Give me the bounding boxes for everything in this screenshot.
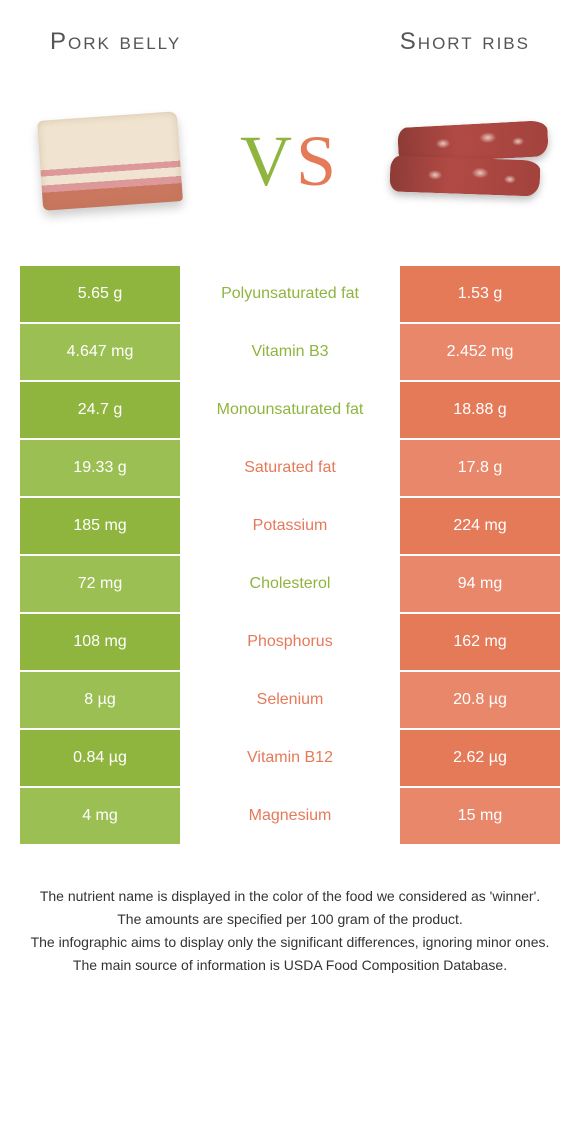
table-row: 8 µgSelenium20.8 µg bbox=[20, 672, 560, 728]
right-value: 162 mg bbox=[400, 614, 560, 670]
right-value: 224 mg bbox=[400, 498, 560, 554]
nutrient-label: Selenium bbox=[180, 672, 400, 728]
short-ribs-icon bbox=[390, 124, 550, 204]
nutrient-label: Monounsaturated fat bbox=[180, 382, 400, 438]
right-value: 15 mg bbox=[400, 788, 560, 844]
nutrient-label: Cholesterol bbox=[180, 556, 400, 612]
left-value: 4.647 mg bbox=[20, 324, 180, 380]
left-value: 19.33 g bbox=[20, 440, 180, 496]
nutrient-label: Saturated fat bbox=[180, 440, 400, 496]
footer-line: The main source of information is USDA F… bbox=[30, 955, 550, 976]
right-value: 94 mg bbox=[400, 556, 560, 612]
left-value: 108 mg bbox=[20, 614, 180, 670]
right-value: 17.8 g bbox=[400, 440, 560, 496]
right-value: 2.62 µg bbox=[400, 730, 560, 786]
nutrient-label: Phosphorus bbox=[180, 614, 400, 670]
left-food-title: Pork belly bbox=[50, 28, 181, 56]
vs-label: VS bbox=[240, 120, 340, 203]
right-value: 18.88 g bbox=[400, 382, 560, 438]
vs-row: VS bbox=[0, 66, 580, 266]
nutrient-table: 5.65 gPolyunsaturated fat1.53 g4.647 mgV… bbox=[20, 266, 560, 844]
nutrient-label: Vitamin B12 bbox=[180, 730, 400, 786]
left-value: 4 mg bbox=[20, 788, 180, 844]
left-value: 0.84 µg bbox=[20, 730, 180, 786]
nutrient-label: Magnesium bbox=[180, 788, 400, 844]
nutrient-label: Potassium bbox=[180, 498, 400, 554]
vs-s: S bbox=[296, 121, 340, 201]
footer-line: The nutrient name is displayed in the co… bbox=[30, 886, 550, 907]
table-row: 72 mgCholesterol94 mg bbox=[20, 556, 560, 612]
left-value: 185 mg bbox=[20, 498, 180, 554]
table-row: 108 mgPhosphorus162 mg bbox=[20, 614, 560, 670]
table-row: 5.65 gPolyunsaturated fat1.53 g bbox=[20, 266, 560, 322]
nutrient-label: Vitamin B3 bbox=[180, 324, 400, 380]
left-value: 5.65 g bbox=[20, 266, 180, 322]
table-row: 4 mgMagnesium15 mg bbox=[20, 788, 560, 844]
left-value: 24.7 g bbox=[20, 382, 180, 438]
footer-line: The infographic aims to display only the… bbox=[30, 932, 550, 953]
nutrient-label: Polyunsaturated fat bbox=[180, 266, 400, 322]
right-food-title: Short ribs bbox=[400, 28, 530, 56]
right-value: 2.452 mg bbox=[400, 324, 560, 380]
footer-line: The amounts are specified per 100 gram o… bbox=[30, 909, 550, 930]
pork-belly-icon bbox=[37, 111, 183, 211]
right-value: 1.53 g bbox=[400, 266, 560, 322]
vs-v: V bbox=[240, 121, 296, 201]
left-value: 8 µg bbox=[20, 672, 180, 728]
left-value: 72 mg bbox=[20, 556, 180, 612]
table-row: 19.33 gSaturated fat17.8 g bbox=[20, 440, 560, 496]
table-row: 24.7 gMonounsaturated fat18.88 g bbox=[20, 382, 560, 438]
header-row: Pork belly Short ribs bbox=[0, 0, 580, 66]
left-food-image bbox=[20, 96, 200, 226]
table-row: 0.84 µgVitamin B122.62 µg bbox=[20, 730, 560, 786]
right-food-image bbox=[380, 96, 560, 226]
table-row: 4.647 mgVitamin B32.452 mg bbox=[20, 324, 560, 380]
table-row: 185 mgPotassium224 mg bbox=[20, 498, 560, 554]
right-value: 20.8 µg bbox=[400, 672, 560, 728]
footer-notes: The nutrient name is displayed in the co… bbox=[0, 846, 580, 976]
